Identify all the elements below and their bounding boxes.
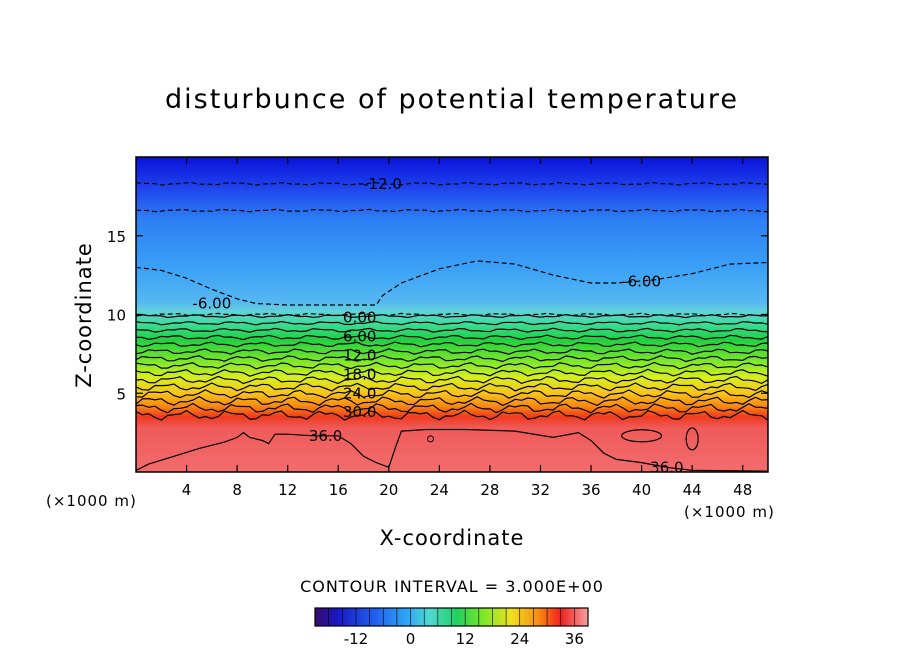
x-tick-label: 32 bbox=[531, 481, 550, 499]
colorbar-tick-label: 12 bbox=[456, 630, 475, 648]
contour-label: -6.00 bbox=[192, 294, 231, 312]
contour-line bbox=[136, 334, 769, 341]
contour-line bbox=[135, 341, 769, 348]
x-tick-label: 16 bbox=[329, 481, 348, 499]
y-axis-label: Z-coordinate bbox=[72, 242, 96, 388]
x-unit-right: (×1000 m) bbox=[684, 503, 775, 521]
colorbar: -12 0 12 24 36 bbox=[314, 607, 589, 648]
contour-line bbox=[620, 429, 663, 443]
y-tick-label: 5 bbox=[116, 385, 126, 403]
contour-line bbox=[135, 361, 769, 370]
contour-line bbox=[685, 427, 699, 451]
contour-line bbox=[135, 327, 769, 333]
contour-line bbox=[135, 312, 769, 317]
x-axis: 4 8 12 16 20 24 28 32 36 40 44 48 bbox=[182, 157, 752, 499]
contour-line bbox=[135, 260, 769, 306]
contour-interval-label: CONTOUR INTERVAL = 3.000E+00 bbox=[300, 577, 604, 596]
contour-label: 36.0 bbox=[309, 427, 342, 445]
contour-line bbox=[135, 181, 769, 186]
contour-label: 18.0 bbox=[343, 365, 376, 383]
y-axis: 5 10 15 bbox=[107, 228, 768, 403]
colorbar-tick-label: 24 bbox=[510, 630, 529, 648]
contour-line bbox=[427, 435, 435, 443]
contour-line bbox=[135, 389, 769, 399]
color-field bbox=[136, 157, 768, 472]
contour-label: 36.0 bbox=[650, 458, 683, 476]
x-axis-label: X-coordinate bbox=[379, 526, 525, 550]
contour-line bbox=[135, 402, 769, 414]
x-tick-label: 8 bbox=[232, 481, 242, 499]
y-tick-label: 10 bbox=[107, 307, 126, 325]
colorbar-tick-label: -12 bbox=[344, 630, 369, 648]
contour-lines bbox=[135, 181, 769, 472]
plot-area: -12.0-6.00-6.000.006.0012.018.024.030.03… bbox=[135, 156, 769, 476]
x-tick-label: 36 bbox=[581, 481, 600, 499]
contour-label: 0.00 bbox=[343, 309, 376, 327]
contour-label: 12.0 bbox=[343, 346, 376, 364]
contour-line bbox=[135, 348, 769, 355]
contour-label: 6.00 bbox=[343, 328, 376, 346]
contour-line bbox=[135, 354, 769, 363]
contour-line bbox=[135, 409, 769, 421]
chart-title: disturbunce of potential temperature bbox=[165, 84, 739, 115]
x-tick-label: 20 bbox=[379, 481, 398, 499]
x-tick-label: 48 bbox=[733, 481, 752, 499]
contour-label: -12.0 bbox=[363, 175, 402, 193]
contour-line bbox=[135, 375, 769, 385]
colorbar-tick-label: 36 bbox=[565, 630, 584, 648]
contour-line bbox=[135, 368, 769, 377]
contour-line bbox=[135, 208, 769, 213]
contour-label: -6.00 bbox=[622, 272, 661, 290]
contour-line bbox=[135, 428, 769, 472]
contour-line bbox=[135, 395, 769, 407]
contour-line bbox=[135, 382, 769, 392]
x-tick-label: 28 bbox=[480, 481, 499, 499]
x-tick-label: 44 bbox=[683, 481, 702, 499]
x-tick-label: 24 bbox=[430, 481, 449, 499]
y-tick-label: 15 bbox=[107, 228, 126, 246]
x-tick-label: 12 bbox=[278, 481, 297, 499]
contour-line bbox=[135, 320, 769, 326]
contour-label: 30.0 bbox=[343, 403, 376, 421]
contour-label: 24.0 bbox=[343, 384, 376, 402]
x-unit-left: (×1000 m) bbox=[46, 492, 137, 510]
colorbar-tick-label: 0 bbox=[406, 630, 416, 648]
x-tick-label: 40 bbox=[632, 481, 651, 499]
x-tick-label: 4 bbox=[182, 481, 192, 499]
